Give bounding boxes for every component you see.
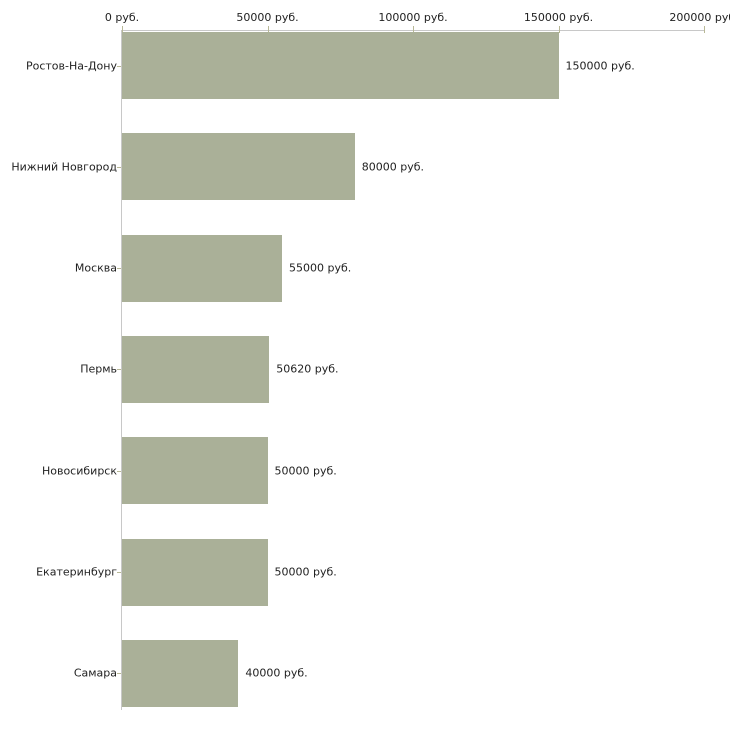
category-label: Новосибирск — [41, 464, 117, 478]
x-axis-tick-label: 0 руб. — [104, 11, 140, 24]
x-axis-tick-mark — [122, 26, 123, 33]
bar-1 — [122, 32, 559, 99]
category-label: Екатеринбург — [36, 565, 117, 579]
value-label: 40000 руб. — [245, 666, 308, 680]
bar-5 — [122, 437, 268, 505]
x-axis-tick-label: 150000 руб. — [523, 11, 594, 24]
y-axis-tick-mark — [117, 166, 121, 168]
x-axis-tick-label: 200000 руб. — [669, 11, 730, 24]
x-axis-tick-mark — [704, 26, 705, 33]
category-label: Нижний Новгород — [11, 160, 117, 174]
x-axis-tick-mark — [267, 26, 269, 33]
value-label: 50000 руб. — [274, 565, 337, 579]
value-label: 150000 руб. — [565, 59, 635, 72]
value-label: 50000 руб. — [274, 464, 337, 478]
y-axis-tick-mark — [117, 572, 121, 573]
x-axis-tick-mark — [558, 26, 560, 33]
bar-6 — [122, 538, 268, 606]
y-axis-line — [121, 30, 122, 710]
category-label: Самара — [73, 666, 117, 680]
y-axis-tick-mark — [117, 673, 121, 675]
x-axis-tick-label: 100000 руб. — [378, 11, 448, 24]
category-label: Москва — [74, 261, 117, 275]
x-axis-tick-mark — [413, 26, 414, 33]
category-label: Пермь — [80, 362, 117, 376]
y-axis-tick-mark — [117, 470, 121, 472]
value-label: 50620 руб. — [276, 362, 339, 376]
value-label: 55000 руб. — [289, 261, 352, 275]
bar-3 — [122, 234, 283, 302]
bar-4 — [122, 335, 270, 403]
value-label: 80000 руб. — [361, 160, 425, 174]
bar-2 — [122, 133, 355, 201]
y-axis-tick-mark — [117, 268, 121, 270]
bar-7 — [122, 639, 239, 707]
x-axis-tick-label: 50000 руб. — [236, 11, 299, 24]
category-label: Ростов-На-Дону — [25, 59, 117, 72]
y-axis-tick-mark — [117, 369, 121, 371]
y-axis-tick-mark — [117, 65, 121, 67]
